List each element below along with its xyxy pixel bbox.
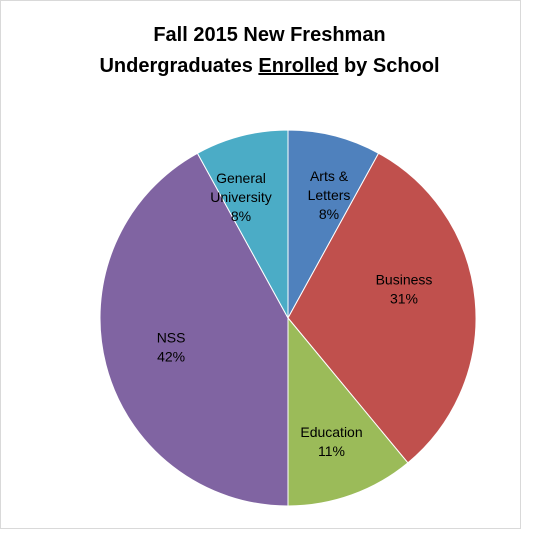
slice-label-4: General University 8% (210, 170, 271, 224)
slice-name-label: Arts & (310, 168, 349, 184)
slice-label-2: Education 11% (300, 424, 362, 459)
slice-percent-label: 42% (157, 349, 185, 365)
slice-percent-label: 8% (319, 206, 339, 222)
pie-slice-2 (287, 316, 409, 507)
slice-name-label: NSS (157, 330, 186, 346)
chart-title-line-2-suffix: by School (338, 55, 440, 77)
chart-title-line-1: Fall 2015 New Freshman (153, 24, 386, 46)
slice-name-label: University (210, 189, 271, 205)
pie-slices (99, 129, 477, 507)
chart-title-line-2-prefix: Undergraduates (99, 55, 259, 77)
slice-percent-label: 31% (390, 291, 418, 307)
slice-label-3: NSS 42% (157, 330, 186, 365)
slice-name-label: General (216, 170, 266, 186)
pie-slice-1 (287, 152, 477, 464)
pie-slice-3 (99, 152, 289, 507)
chart-title: Fall 2015 New Freshman Undergraduates En… (0, 20, 539, 82)
pie-labels: Arts & Letters 8% Business 31% Education 11% NS… (157, 168, 433, 459)
chart-title-line-2: Undergraduates Enrolled by School (0, 51, 539, 82)
slice-name-label: Business (376, 272, 433, 288)
slice-label-0: Arts & Letters 8% (308, 168, 351, 222)
slice-label-1: Business 31% (376, 272, 433, 307)
slice-name-label: Education (300, 424, 362, 440)
slice-percent-label: 11% (318, 443, 345, 459)
slice-percent-label: 8% (231, 208, 251, 224)
chart-title-emphasis: Enrolled (258, 55, 339, 77)
pie-slice-4 (196, 129, 289, 319)
pie-slice-0 (287, 129, 380, 319)
slice-name-label: Letters (308, 187, 351, 203)
